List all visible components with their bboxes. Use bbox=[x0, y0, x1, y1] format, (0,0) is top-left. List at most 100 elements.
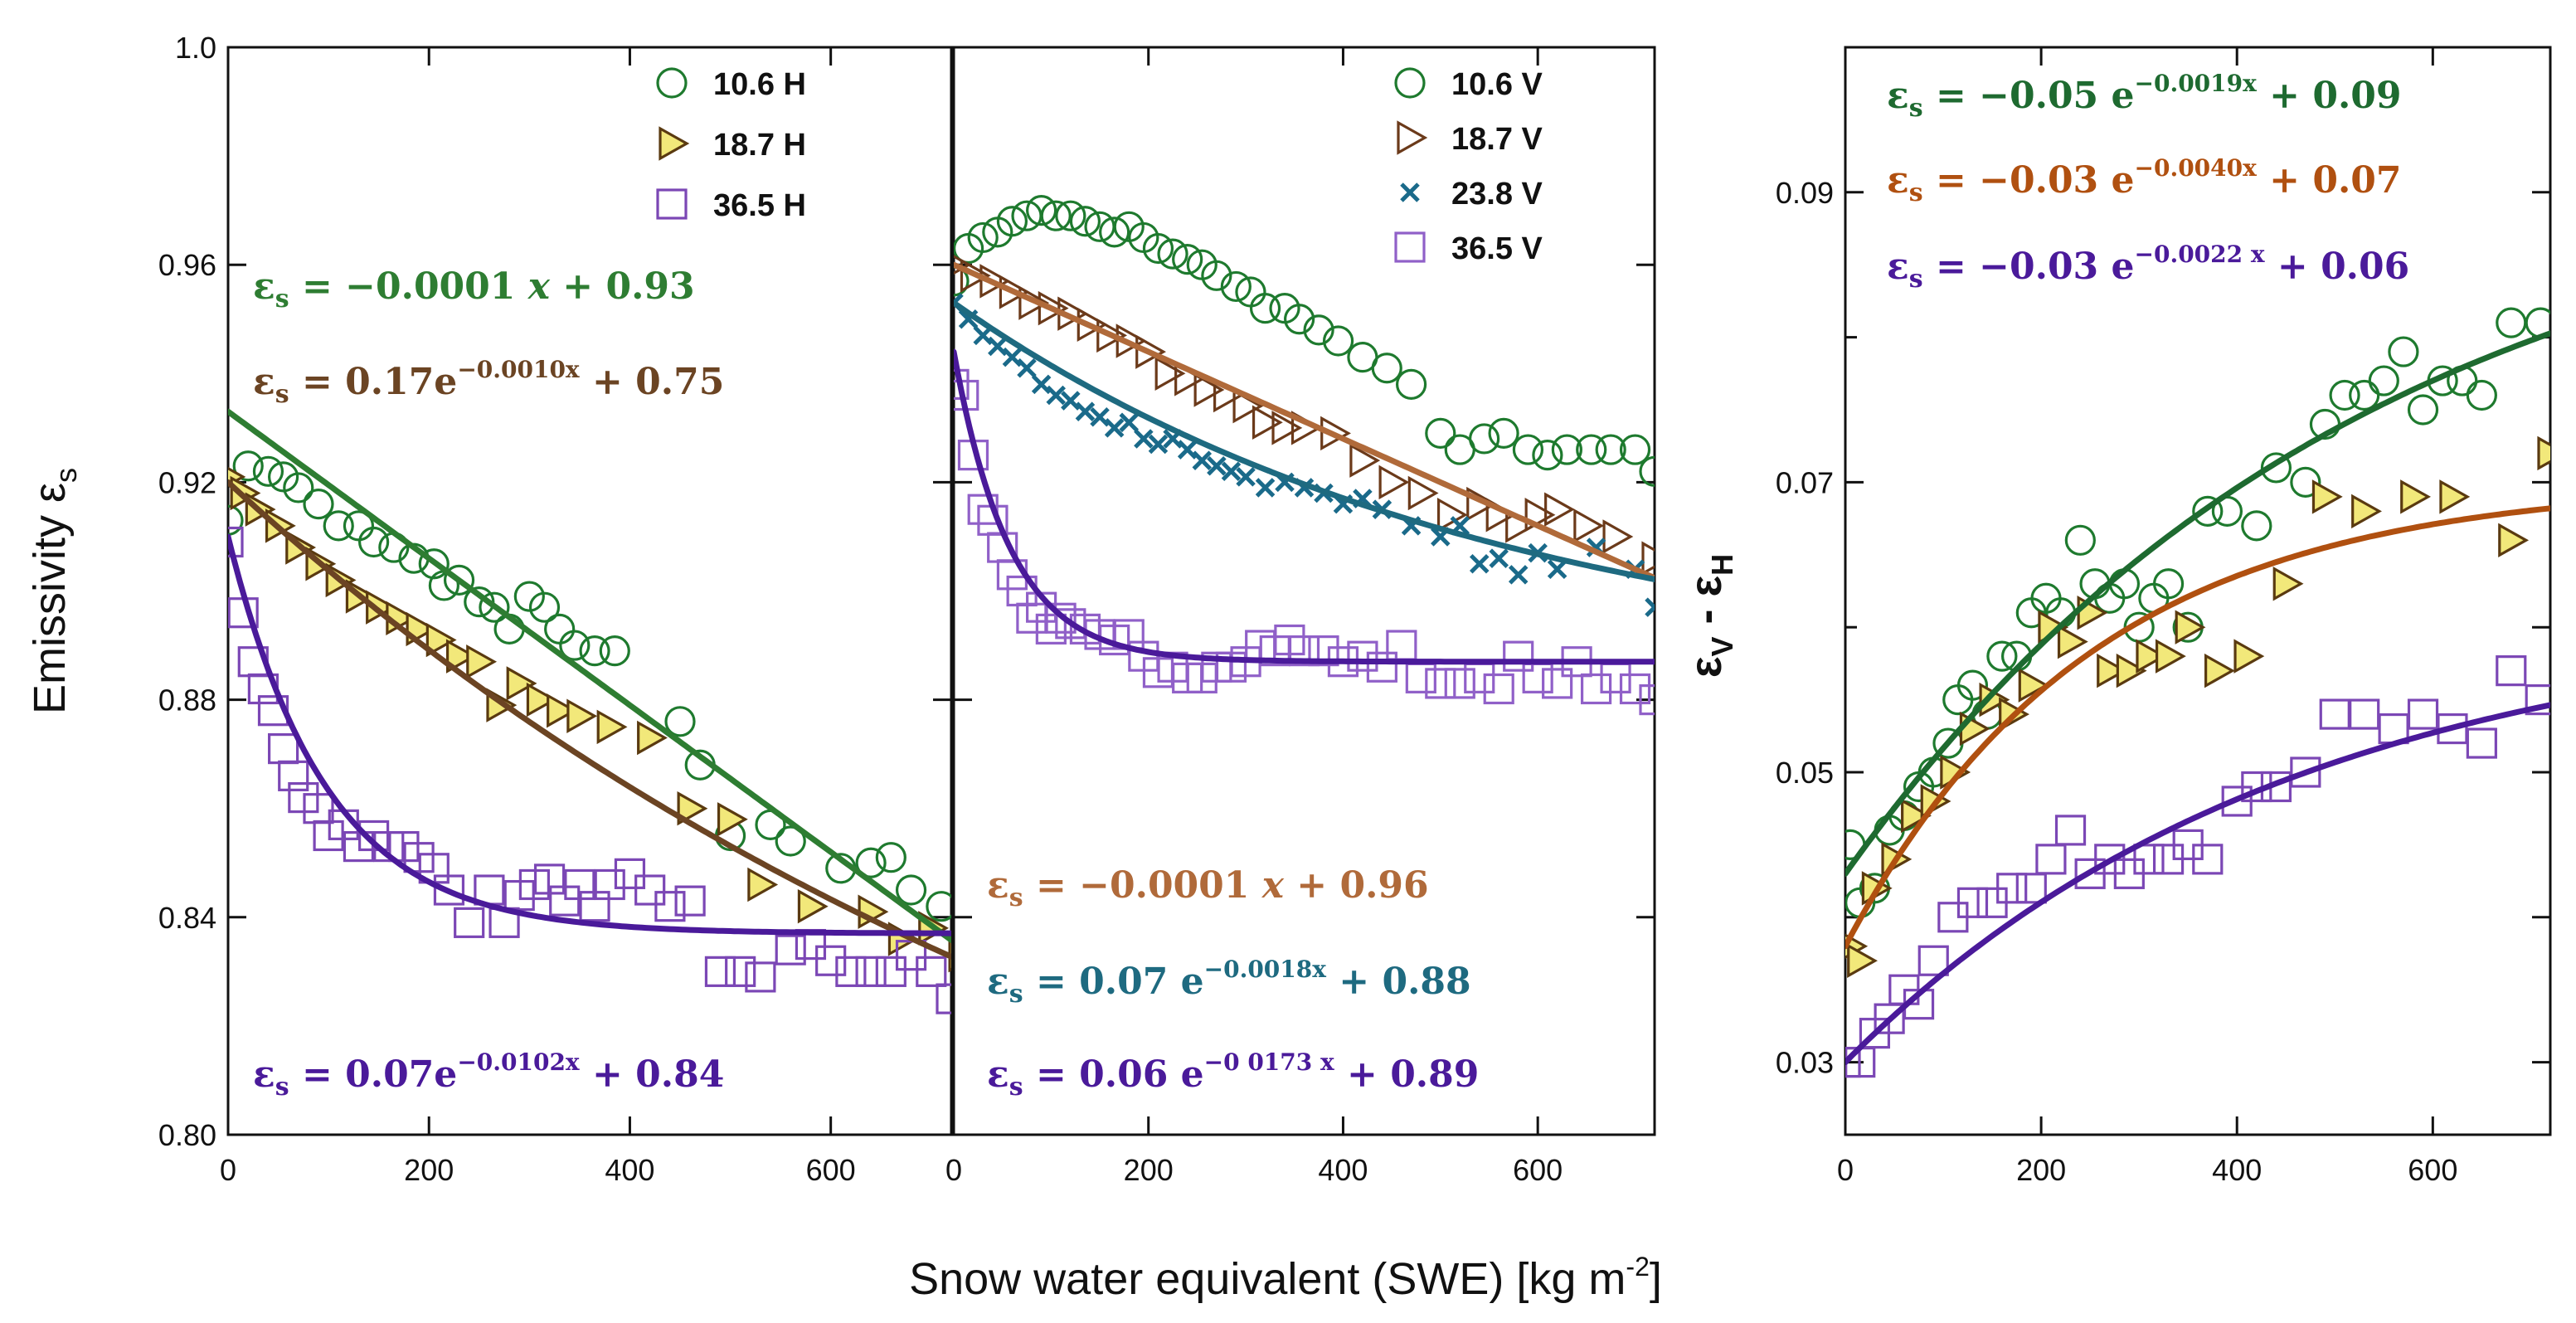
data-point bbox=[2136, 639, 2167, 674]
plot-frame bbox=[952, 46, 1656, 1136]
data-point bbox=[1489, 548, 1509, 568]
data-point bbox=[1544, 492, 1575, 527]
data-point bbox=[443, 564, 475, 596]
eq-constant: + 0.88 bbox=[1326, 961, 1471, 1003]
data-point bbox=[1508, 565, 1529, 585]
data-point bbox=[1271, 411, 1303, 445]
legend-label: 10.6 H bbox=[713, 67, 806, 102]
legend-marker bbox=[1397, 120, 1428, 155]
eq-constant: + 0.75 bbox=[580, 361, 725, 403]
data-point bbox=[1602, 519, 1634, 554]
data-point bbox=[704, 956, 736, 987]
fit-line bbox=[954, 348, 1655, 665]
data-point bbox=[1395, 368, 1427, 401]
eq-lhs: ε bbox=[987, 1053, 1009, 1096]
eq-body: = 0.07 e bbox=[1023, 961, 1204, 1003]
data-point bbox=[1249, 293, 1281, 324]
data-point bbox=[1469, 553, 1490, 574]
legend-marker bbox=[1394, 231, 1426, 263]
y-tick-label: 0.96 bbox=[158, 248, 216, 282]
data-point bbox=[717, 802, 748, 837]
data-point bbox=[1075, 401, 1096, 421]
data-point bbox=[1436, 497, 1468, 533]
data-point bbox=[1061, 391, 1081, 411]
data-point bbox=[358, 526, 390, 558]
eq-body: = −0.05 e bbox=[1923, 75, 2135, 117]
data-point bbox=[1532, 440, 1563, 471]
eq-exponent: −0.0019x bbox=[2135, 70, 2258, 97]
legend-label: 18.7 V bbox=[1451, 122, 1543, 157]
y-axis-label: εV - εH bbox=[1681, 554, 1739, 678]
data-point bbox=[1576, 434, 1607, 465]
data-point bbox=[1639, 683, 1655, 716]
x-tick-label: 400 bbox=[1318, 1153, 1368, 1187]
eq-lhs: ε bbox=[1887, 75, 1909, 117]
data-point bbox=[1236, 467, 1256, 487]
eq-exponent: −0.0022 x bbox=[2135, 241, 2265, 268]
eq-body: = 0.17e bbox=[289, 361, 458, 403]
data-point bbox=[1407, 475, 1439, 511]
data-point bbox=[2466, 727, 2497, 759]
data-point bbox=[1220, 270, 1252, 303]
eq-variable: x bbox=[527, 265, 551, 308]
series-10-6-v bbox=[954, 195, 1655, 487]
data-point bbox=[445, 639, 477, 674]
data-point bbox=[2133, 844, 2165, 875]
fit-equation: εs = −0.05 e−0.0019x + 0.09 bbox=[1887, 70, 2402, 123]
data-point bbox=[599, 635, 630, 667]
data-point bbox=[2496, 655, 2527, 687]
y-label-subscript: H bbox=[1705, 554, 1739, 576]
eq-subscript: s bbox=[1909, 94, 1923, 123]
data-point bbox=[1284, 304, 1315, 335]
eq-constant: + 0.93 bbox=[550, 265, 695, 308]
data-point bbox=[2192, 844, 2224, 875]
data-point bbox=[1386, 630, 1417, 661]
data-point bbox=[1035, 613, 1067, 644]
data-point bbox=[2204, 653, 2235, 688]
data-point bbox=[2407, 394, 2439, 426]
legend-marker bbox=[1394, 67, 1426, 99]
y-label-subscript: V bbox=[1705, 636, 1739, 656]
data-point bbox=[1142, 232, 1174, 265]
data-point bbox=[1090, 406, 1110, 427]
data-point bbox=[1207, 455, 1227, 476]
data-point bbox=[2064, 524, 2096, 556]
fit-line bbox=[228, 408, 951, 943]
data-point bbox=[1901, 798, 1932, 834]
eq-body: = −0.03 e bbox=[1923, 246, 2135, 288]
eq-subscript: s bbox=[275, 285, 289, 314]
fit-equation: εs = −0.0001 x + 0.93 bbox=[253, 265, 695, 314]
data-point bbox=[1031, 374, 1052, 395]
data-point bbox=[323, 510, 354, 542]
data-point bbox=[303, 489, 334, 520]
data-point bbox=[1104, 418, 1125, 438]
data-point bbox=[2192, 495, 2224, 527]
eq-lhs: ε bbox=[253, 1053, 275, 1096]
data-point bbox=[634, 874, 666, 906]
fit-line bbox=[1845, 505, 2550, 950]
data-point bbox=[1619, 434, 1651, 465]
plot-area bbox=[954, 195, 1655, 716]
data-point bbox=[252, 455, 284, 487]
data-point bbox=[875, 842, 906, 873]
data-point bbox=[479, 591, 510, 623]
data-point bbox=[2290, 756, 2321, 788]
y-axis-label: Emissivity εs bbox=[25, 468, 83, 714]
data-point bbox=[2400, 479, 2431, 514]
data-point bbox=[1956, 669, 1989, 701]
data-point bbox=[614, 858, 646, 889]
data-point bbox=[954, 265, 970, 297]
x-axis-label-main: Snow water equivalent (SWE) [kg m bbox=[909, 1254, 1626, 1304]
legend-label: 36.5 V bbox=[1451, 231, 1543, 266]
data-point bbox=[454, 907, 485, 938]
eq-constant: + 0.84 bbox=[580, 1053, 725, 1096]
data-point bbox=[1046, 385, 1066, 406]
series-10-6 bbox=[1845, 307, 2550, 918]
data-point bbox=[1580, 673, 1612, 705]
eq-constant: + 0.06 bbox=[2265, 246, 2410, 288]
eq-subscript: s bbox=[1009, 1073, 1023, 1102]
data-point bbox=[979, 264, 1011, 299]
data-point bbox=[967, 494, 999, 525]
